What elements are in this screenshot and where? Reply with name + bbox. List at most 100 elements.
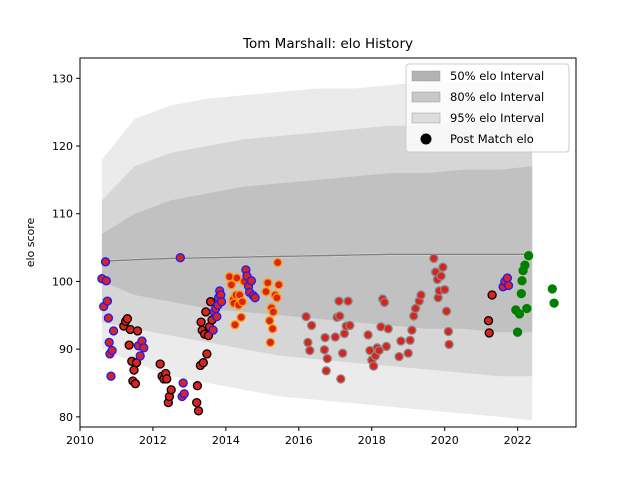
x-tick-label: 2010 bbox=[66, 434, 94, 447]
data-point bbox=[265, 337, 276, 348]
data-point bbox=[246, 276, 257, 286]
data-point bbox=[443, 326, 454, 337]
data-point bbox=[516, 288, 526, 299]
data-point bbox=[520, 260, 530, 270]
data-point bbox=[139, 343, 149, 353]
data-point bbox=[441, 306, 452, 316]
data-point bbox=[102, 296, 113, 306]
x-tick-label: 2018 bbox=[358, 434, 386, 447]
data-point bbox=[339, 328, 350, 339]
legend-label: 50% elo Interval bbox=[450, 69, 544, 83]
data-point bbox=[263, 278, 273, 288]
data-point bbox=[396, 336, 406, 346]
data-point bbox=[130, 379, 141, 389]
data-point bbox=[236, 312, 246, 322]
data-point bbox=[549, 298, 559, 308]
data-point bbox=[335, 311, 345, 321]
legend-swatch bbox=[411, 112, 441, 124]
data-point bbox=[306, 320, 317, 331]
data-point bbox=[103, 313, 114, 323]
data-point bbox=[162, 374, 172, 384]
data-point bbox=[268, 307, 278, 317]
y-tick-label: 110 bbox=[52, 208, 73, 221]
legend-label: 80% elo Interval bbox=[450, 90, 544, 104]
data-point bbox=[523, 251, 534, 261]
data-point bbox=[336, 374, 346, 384]
data-point bbox=[514, 309, 525, 319]
x-tick-label: 2020 bbox=[431, 434, 459, 447]
y-tick-label: 130 bbox=[52, 72, 73, 85]
data-point bbox=[166, 385, 176, 395]
data-point bbox=[321, 366, 331, 376]
x-tick-label: 2012 bbox=[139, 434, 167, 447]
y-tick-label: 100 bbox=[52, 275, 73, 288]
data-point bbox=[374, 345, 384, 356]
data-point bbox=[502, 273, 513, 283]
data-point bbox=[429, 253, 439, 264]
median-lines bbox=[101, 253, 533, 263]
data-point bbox=[403, 348, 413, 358]
data-point bbox=[345, 320, 355, 331]
data-point bbox=[337, 348, 348, 358]
plot-frame bbox=[79, 57, 577, 428]
data-point bbox=[101, 276, 111, 286]
y-tick-label: 90 bbox=[59, 343, 73, 356]
legend-box bbox=[405, 63, 570, 153]
data-point bbox=[267, 324, 278, 334]
data-point bbox=[216, 297, 227, 307]
legend-swatch bbox=[411, 91, 441, 103]
data-point bbox=[407, 325, 417, 335]
data-point bbox=[108, 326, 119, 336]
data-point bbox=[261, 286, 271, 297]
data-point bbox=[305, 345, 315, 356]
data-point bbox=[379, 297, 390, 308]
data-point bbox=[230, 320, 240, 330]
median-line-gray bbox=[101, 253, 533, 262]
data-point bbox=[322, 353, 332, 364]
data-point bbox=[320, 332, 330, 343]
data-point bbox=[416, 290, 426, 300]
band-50-interval bbox=[101, 166, 533, 333]
data-point bbox=[512, 327, 523, 337]
data-point bbox=[155, 359, 165, 369]
chart-title: Tom Marshall: elo History bbox=[242, 36, 413, 52]
data-point bbox=[193, 406, 204, 416]
data-points bbox=[97, 251, 559, 416]
x-tick-label: 2014 bbox=[212, 434, 240, 447]
data-point bbox=[330, 332, 340, 342]
data-point bbox=[175, 253, 185, 263]
data-point bbox=[135, 351, 145, 361]
data-point bbox=[440, 284, 450, 295]
y-axis-label: elo score bbox=[24, 217, 37, 267]
data-point bbox=[517, 276, 527, 286]
data-point bbox=[100, 257, 111, 267]
data-point bbox=[368, 361, 379, 371]
y-axis-ticks: 80 90 100 110 120 130 bbox=[52, 72, 80, 424]
data-point bbox=[383, 324, 393, 334]
data-point bbox=[212, 311, 222, 322]
data-point bbox=[487, 290, 497, 300]
data-point bbox=[483, 316, 494, 326]
data-point bbox=[410, 303, 421, 314]
data-point bbox=[409, 311, 419, 321]
data-point bbox=[273, 257, 283, 268]
data-point bbox=[394, 351, 404, 362]
data-point bbox=[503, 280, 514, 291]
data-point bbox=[301, 311, 311, 322]
data-point bbox=[272, 293, 282, 303]
data-point bbox=[198, 358, 208, 368]
data-point bbox=[122, 314, 133, 324]
data-point bbox=[226, 280, 237, 290]
data-point bbox=[196, 317, 206, 327]
data-point bbox=[319, 345, 330, 355]
data-point bbox=[250, 293, 260, 303]
data-point bbox=[192, 397, 202, 408]
legend-label: 95% elo Interval bbox=[450, 111, 544, 125]
x-axis-ticks: 2010 2012 2014 2016 2018 2020 2022 bbox=[66, 427, 532, 447]
data-point bbox=[104, 337, 114, 348]
data-point bbox=[438, 262, 448, 272]
data-point bbox=[232, 273, 242, 283]
x-tick-label: 2016 bbox=[285, 434, 313, 447]
data-point bbox=[547, 284, 557, 294]
data-point bbox=[124, 340, 134, 350]
